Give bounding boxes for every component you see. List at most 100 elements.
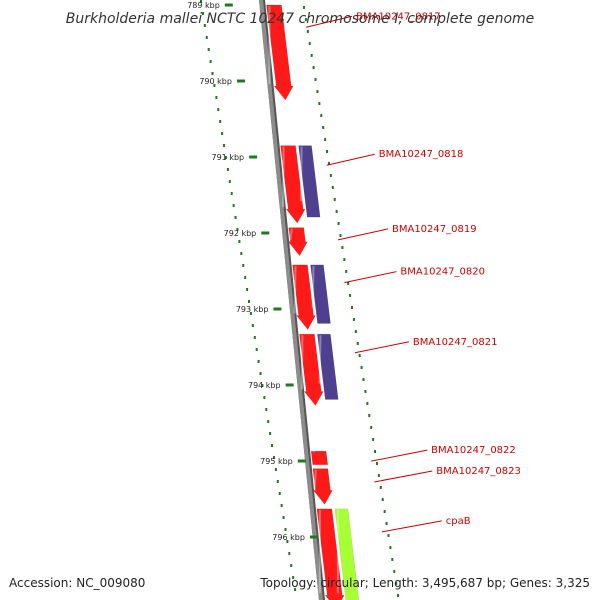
ruler-dot — [370, 426, 373, 429]
kbp-tick — [309, 535, 318, 539]
ruler-dot — [397, 594, 400, 597]
ruler-dot — [312, 66, 315, 69]
gene-arrow[interactable] — [312, 468, 333, 505]
ruler-dot — [391, 558, 394, 561]
gene-label[interactable]: BMA10247_0818 — [379, 149, 464, 160]
ruler-dot — [324, 138, 327, 141]
gene-leader-line — [326, 153, 375, 166]
ruler-dot — [286, 540, 289, 543]
ruler-dot — [269, 432, 272, 435]
highlight-gene-bar[interactable] — [334, 508, 360, 600]
gene-labels[interactable]: BMA10247_0817 BMA10247_0818 BMA10247_0819 B… — [305, 11, 521, 533]
reverse-gene-bar[interactable] — [310, 264, 331, 324]
ruler-dot — [278, 492, 281, 495]
gene-arrow-shine — [311, 448, 316, 453]
ruler-dot — [322, 126, 325, 129]
ruler-dot — [335, 210, 338, 213]
ruler-dot — [294, 588, 297, 591]
ruler-dot — [352, 318, 355, 321]
kbp-tick — [261, 231, 270, 235]
ruler-dot — [381, 498, 384, 501]
reverse-gene-bar-shine — [311, 265, 315, 308]
ruler-dot — [282, 516, 285, 519]
ruler-dot — [201, 12, 204, 15]
ruler-dot — [223, 144, 226, 147]
ruler-dot — [366, 402, 369, 405]
gene-leader-line — [337, 228, 389, 241]
ruler-dot — [345, 270, 348, 273]
ruler-dot — [230, 192, 233, 195]
gene-arrow[interactable] — [266, 4, 294, 101]
ruler-dot — [228, 180, 231, 183]
gene-arrow-shine — [318, 509, 321, 594]
kbp-label: 791 kbp — [212, 153, 245, 162]
gene-arrow-shine — [289, 228, 293, 240]
ruler-dot — [211, 72, 214, 75]
gene-arrow-shine — [293, 265, 297, 314]
kbp-tick — [285, 383, 294, 387]
gene-leader-line — [305, 15, 353, 28]
reverse-gene-bar[interactable] — [317, 333, 339, 400]
gene-label[interactable]: BMA10247_0819 — [392, 224, 477, 235]
reverse-gene-bar-shine — [318, 335, 322, 384]
ruler-dot — [395, 582, 398, 585]
ruler-dot — [304, 18, 307, 21]
gene-tracks[interactable] — [266, 4, 360, 600]
gene-arrow[interactable] — [292, 264, 316, 330]
gene-arrow[interactable] — [299, 333, 324, 406]
gene-leader-line — [374, 470, 433, 483]
gene-arrow[interactable] — [310, 450, 329, 466]
gene-leader-line — [354, 341, 410, 354]
map-title: Burkholderia mallei NCTC 10247 chromosom… — [66, 11, 535, 27]
highlight-gene-bar-shine — [336, 509, 339, 594]
ruler-dot — [265, 408, 268, 411]
ruler-dot — [249, 312, 252, 315]
ruler-dot — [341, 246, 344, 249]
ruler-dot — [383, 510, 386, 513]
ruler-dot — [389, 546, 392, 549]
gene-label[interactable]: cpaB — [446, 516, 471, 527]
ruler-dot — [217, 108, 220, 111]
kbp-label: 793 kbp — [236, 305, 269, 314]
ruler-dot — [364, 390, 367, 393]
gene-label[interactable]: BMA10247_0823 — [436, 466, 521, 477]
gene-leader-line — [381, 520, 442, 533]
kbp-label: 790 kbp — [199, 77, 232, 86]
ruler-dot — [331, 186, 334, 189]
gene-label[interactable]: BMA10247_0820 — [400, 267, 485, 278]
ruler-dot — [374, 450, 377, 453]
ruler-dot — [213, 84, 216, 87]
kbp-tick — [224, 3, 233, 7]
gene-arrow[interactable] — [280, 145, 306, 224]
ruler-dot — [316, 90, 319, 93]
ruler-dot — [358, 354, 361, 357]
gene-leader-line — [344, 271, 397, 284]
ruler-dot — [234, 216, 237, 219]
backbone-line — [258, 0, 324, 600]
ruler-dot — [351, 306, 353, 309]
ruler-dot — [354, 330, 357, 333]
kbp-tick — [236, 79, 245, 83]
ruler-dot — [236, 228, 239, 231]
gene-arrow[interactable] — [287, 227, 308, 257]
kbp-tick — [273, 307, 282, 311]
ruler-dot — [375, 462, 378, 465]
ruler-dot — [362, 378, 365, 381]
gene-arrow[interactable] — [316, 508, 345, 600]
ruler-dot — [276, 480, 279, 483]
backbone-layer — [258, 0, 326, 600]
ruler-dot — [207, 48, 210, 51]
gene-label[interactable]: BMA10247_0817 — [356, 11, 441, 22]
ruler-dot — [267, 420, 270, 423]
gene-label[interactable]: BMA10247_0822 — [431, 445, 516, 456]
ruler-dot — [349, 294, 352, 297]
ruler-dot — [248, 300, 250, 303]
kbp-tick — [249, 155, 258, 159]
ruler-dot — [314, 78, 317, 81]
genome-summary-text: Topology: circular; Length: 3,495,687 bp… — [259, 576, 590, 590]
kbp-label: 795 kbp — [260, 457, 293, 466]
reverse-gene-bar[interactable] — [298, 145, 321, 218]
ruler-dot — [368, 414, 371, 417]
gene-label[interactable]: BMA10247_0821 — [413, 337, 498, 348]
